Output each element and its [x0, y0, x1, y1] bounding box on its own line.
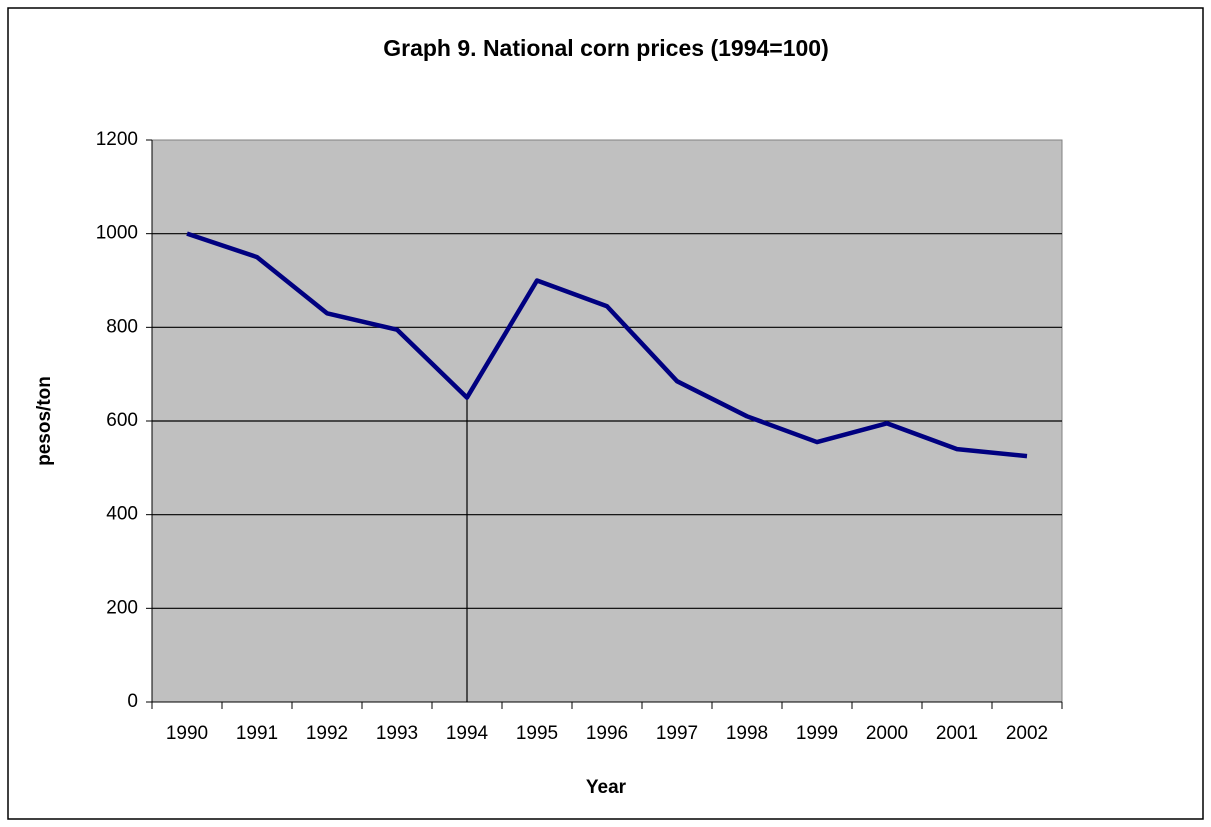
x-tick-label: 1996: [586, 723, 628, 744]
x-tick-label: 1992: [306, 723, 348, 744]
x-tick-label: 2001: [936, 723, 978, 744]
line-series: [186, 231, 1028, 459]
x-tick-label: 1991: [236, 723, 278, 744]
y-axis-label: pesos/ton: [34, 376, 55, 466]
x-tick-label: 2000: [866, 723, 908, 744]
x-tick-label: 1994: [446, 723, 489, 744]
x-tick-label: 2002: [1006, 723, 1048, 744]
y-tick-label: 800: [106, 316, 138, 337]
y-tick-label: 0: [127, 691, 138, 712]
y-tick-label: 600: [106, 410, 138, 431]
chart-title: Graph 9. National corn prices (1994=100): [383, 35, 829, 61]
x-tick-label: 1990: [166, 723, 208, 744]
x-tick-label: 1998: [726, 723, 768, 744]
x-axis-label: Year: [586, 777, 627, 798]
x-tick-label: 1993: [376, 723, 418, 744]
x-tick-label: 1997: [656, 723, 698, 744]
y-tick-label: 400: [106, 504, 138, 525]
y-tick-label: 1000: [96, 223, 138, 244]
y-tick-label: 200: [106, 597, 138, 618]
y-tick-label: 1200: [96, 129, 138, 150]
x-tick-label: 1999: [796, 723, 838, 744]
x-tick-label: 1995: [516, 723, 558, 744]
